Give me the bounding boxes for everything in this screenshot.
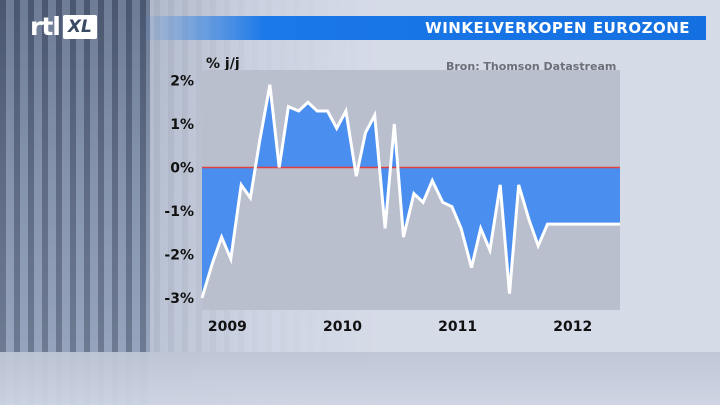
series-area [202, 84, 620, 298]
y-tick-label: -2% [164, 248, 194, 264]
x-tick-label: 2010 [323, 319, 362, 335]
bottom-strip [0, 352, 720, 405]
y-tick-label: 1% [170, 117, 194, 133]
x-tick-label: 2011 [438, 319, 477, 335]
series-line [200, 84, 620, 299]
y-tick-label: 2% [170, 74, 194, 90]
source-label: Bron: Thomson Datastream [446, 60, 617, 73]
y-tick-label: -3% [164, 291, 194, 307]
x-tick-label: 2009 [208, 319, 247, 335]
y-tick-label: -1% [164, 204, 194, 220]
y-axis-unit-label: % j/j [206, 56, 240, 72]
logo-badge: XL [62, 15, 97, 39]
y-tick-label: 0% [170, 161, 194, 177]
x-tick-label: 2012 [553, 319, 592, 335]
chart-title: WINKELVERKOPEN EUROZONE [425, 19, 690, 37]
title-bar: WINKELVERKOPEN EUROZONE [140, 16, 706, 40]
rtlxl-logo: rtl XL [30, 12, 97, 42]
logo-text: rtl [30, 12, 61, 41]
